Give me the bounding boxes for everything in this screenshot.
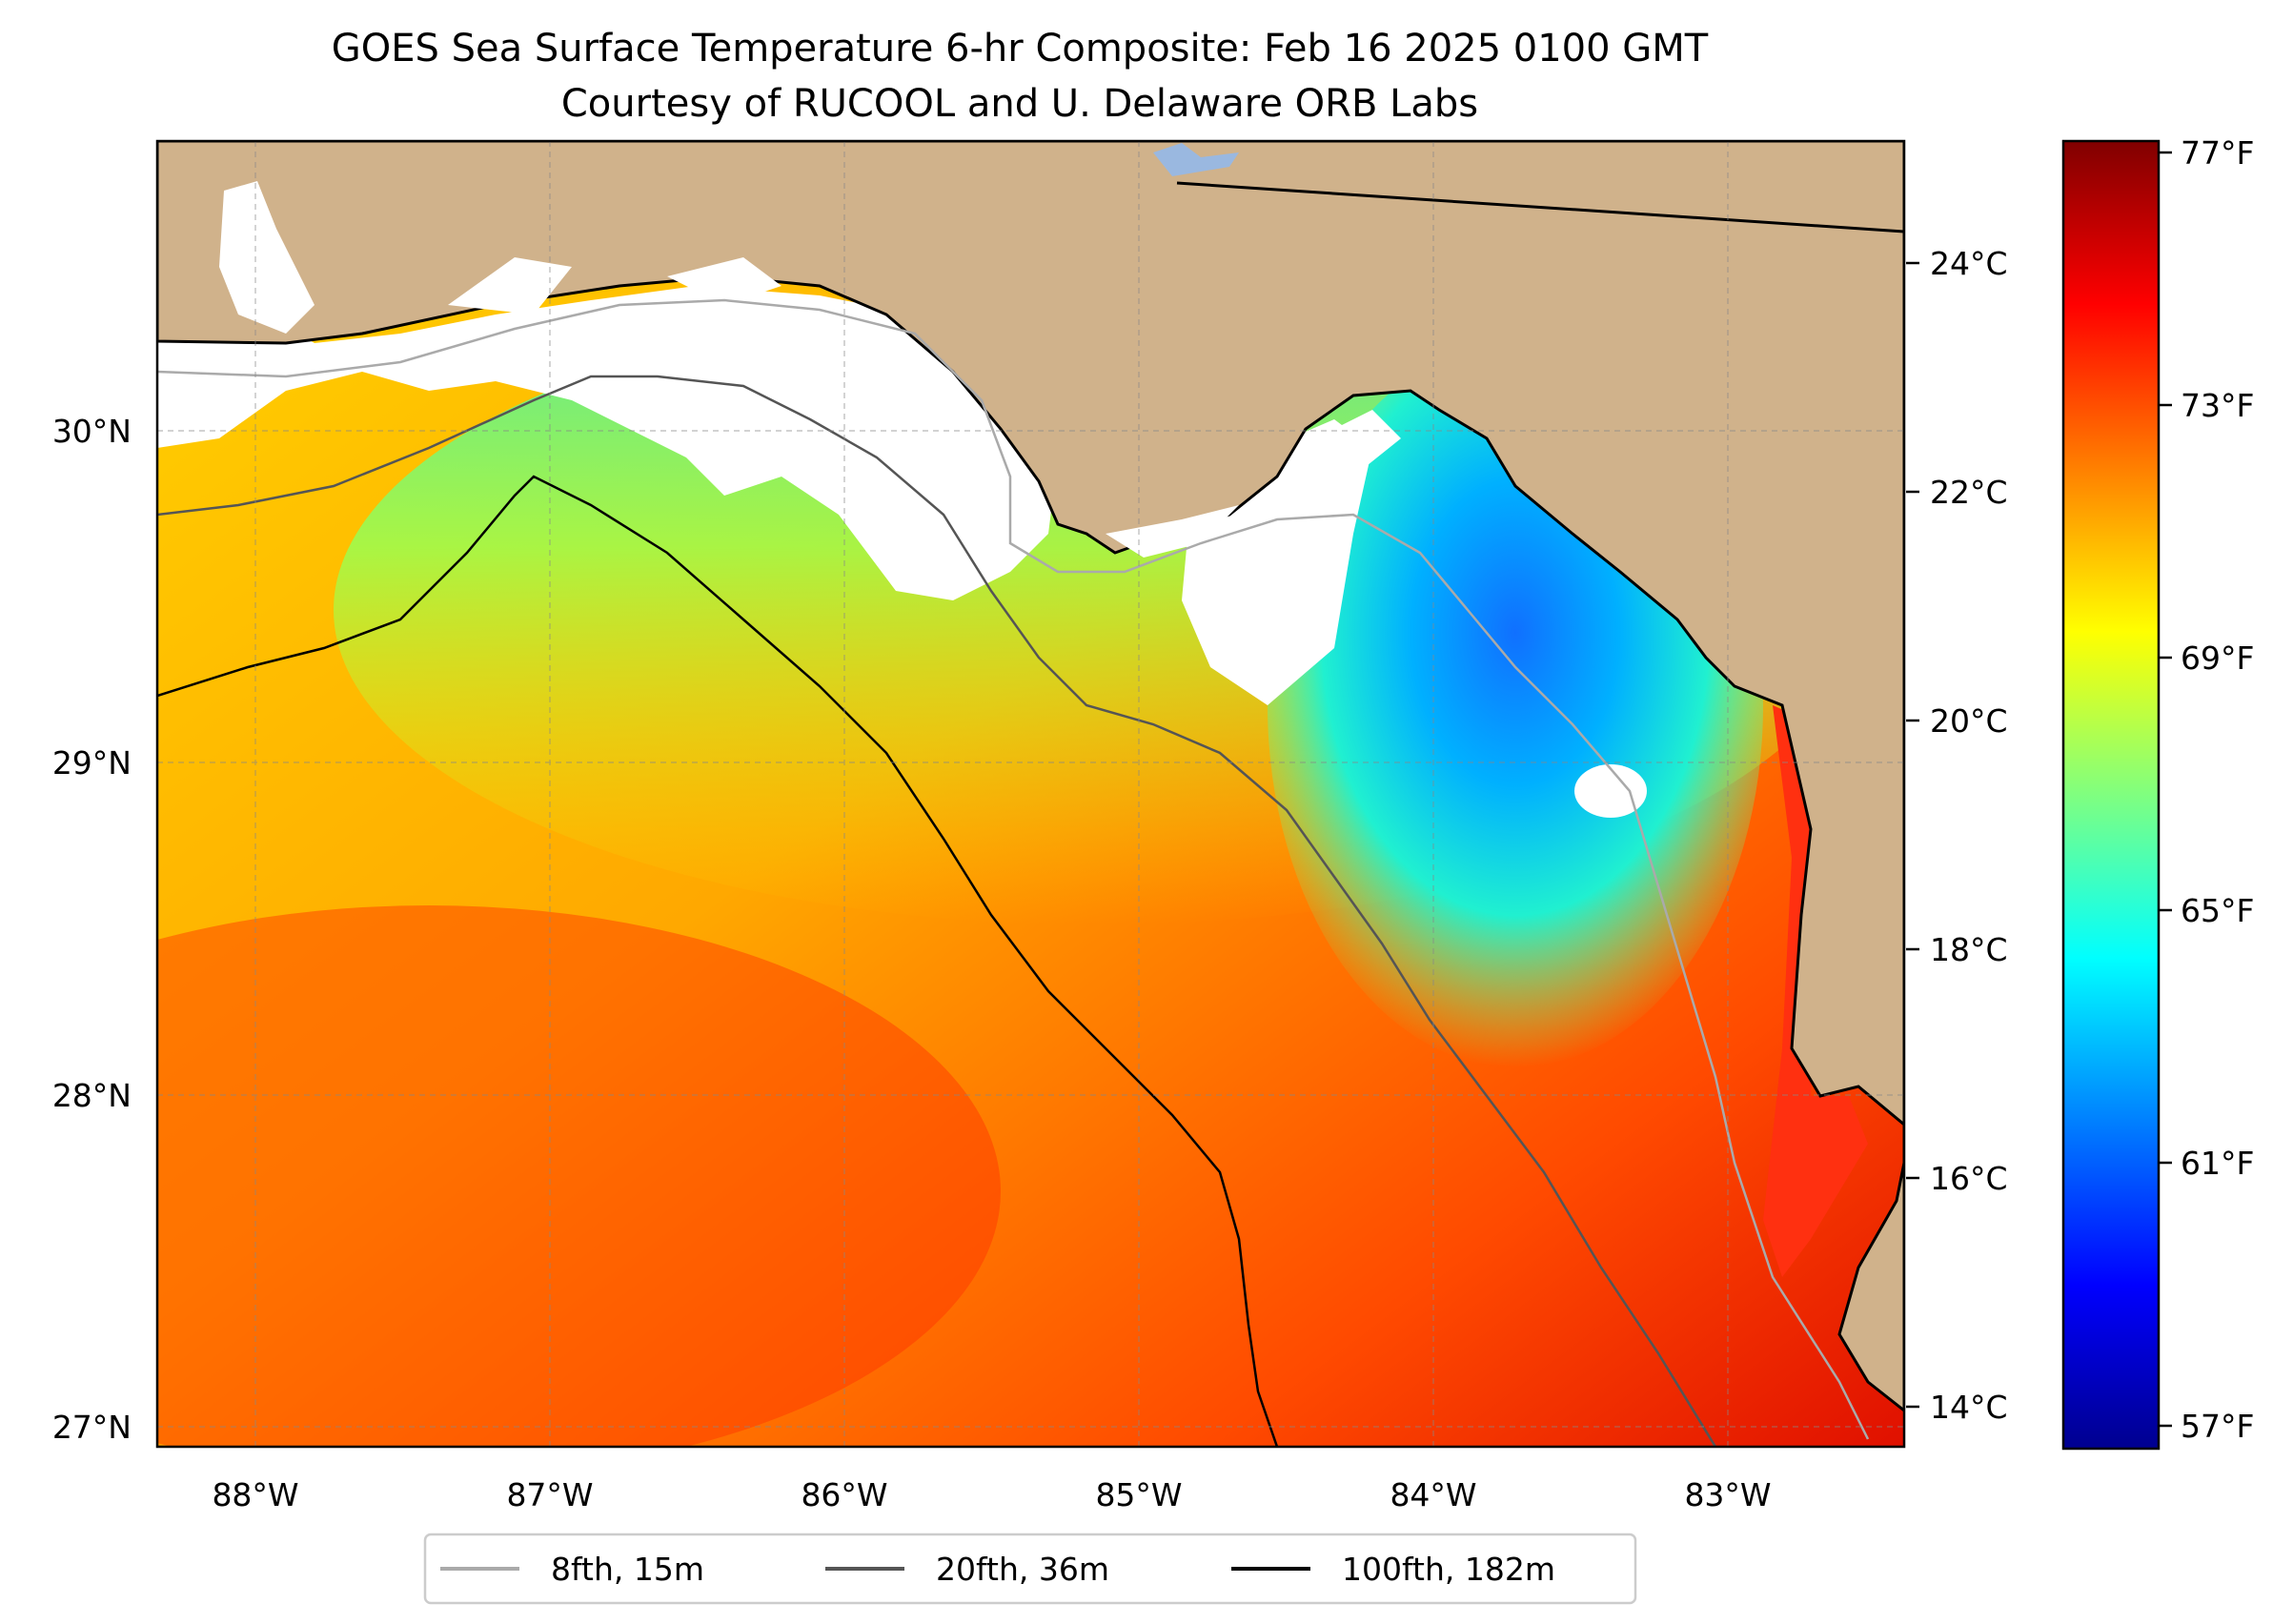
fahrenheit-tick-label: 57°F [2181,1408,2254,1445]
chart-title: GOES Sea Surface Temperature 6-hr Compos… [332,27,1709,71]
colorbar [2061,139,2161,1451]
lat-tick-label: 27°N [52,1409,132,1446]
lat-tick-label: 29°N [52,744,132,782]
lake [1153,143,1239,176]
map-frame [155,139,1906,1449]
lon-tick-label: 88°W [212,1476,298,1513]
contour-8fth-15m [157,298,1870,1440]
contour-100fth-182m [157,475,1279,1447]
bay-water [219,181,315,334]
warm-core-region [157,905,1001,1447]
legend: 8fth, 15m 20fth, 36m 100fth, 182m [423,1533,1637,1605]
celsius-tick-label: 20°C [1930,702,2008,740]
fahrenheit-tick-label: 65°F [2181,892,2254,929]
cloud-patch [1574,764,1647,818]
legend-box [423,1533,1637,1605]
fahrenheit-tick-label: 77°F [2181,134,2254,172]
grid-lines [157,141,1904,1447]
celsius-tick-label: 14°C [1930,1389,2008,1426]
lon-tick-label: 86°W [801,1476,887,1513]
bay-water [1325,410,1401,477]
contour-20fth-36m [157,375,1717,1447]
fahrenheit-tick-label: 61°F [2181,1145,2254,1182]
land-mass [157,141,1904,1412]
celsius-tick-label: 22°C [1930,474,2008,511]
colorbar-fahrenheit-ticks: 57°F 61°F 65°F 69°F 73°F 77°F [2159,134,2254,1445]
fahrenheit-tick-label: 73°F [2181,387,2254,424]
legend-label-100fth: 100fth, 182m [1342,1551,1555,1588]
lon-tick-label: 85°W [1095,1476,1182,1513]
map-area [157,141,1904,1447]
chart-subtitle: Courtesy of RUCOOL and U. Delaware ORB L… [561,82,1478,126]
lat-tick-label: 30°N [52,413,132,450]
lon-tick-label: 87°W [506,1476,593,1513]
fahrenheit-tick-label: 69°F [2181,639,2254,677]
celsius-tick-label: 18°C [1930,931,2008,968]
state-border [1176,181,1904,233]
bay-water [667,257,781,305]
legend-label-20fth: 20fth, 36m [936,1551,1109,1588]
celsius-tick-label: 24°C [1930,245,2008,282]
celsius-tick-label: 16°C [1930,1160,2008,1197]
colorbar-celsius-ticks: 14°C 16°C 18°C 20°C 22°C 24°C [1906,245,2008,1426]
lon-tick-label: 83°W [1684,1476,1771,1513]
latitude-axis: 27°N 28°N 29°N 30°N [52,413,132,1446]
lon-tick-label: 84°W [1390,1476,1476,1513]
lat-tick-label: 28°N [52,1077,132,1114]
bay-water [448,257,572,315]
longitude-axis: 88°W 87°W 86°W 85°W 84°W 83°W [212,1476,1771,1513]
legend-label-8fth: 8fth, 15m [551,1551,704,1588]
